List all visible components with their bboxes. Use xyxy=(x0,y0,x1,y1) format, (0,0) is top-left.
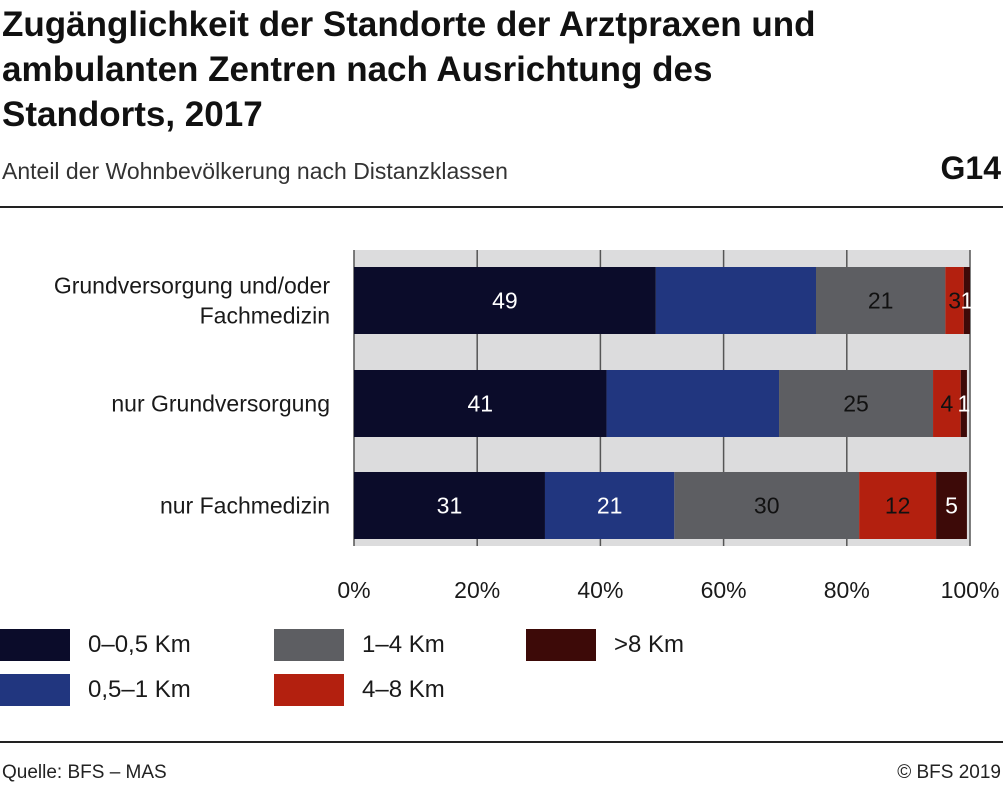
x-tick-label: 0% xyxy=(337,577,370,603)
legend-label: 0,5–1 Km xyxy=(88,676,191,703)
legend-item: 4–8 Km xyxy=(274,673,445,707)
data-label: 3 xyxy=(948,288,961,314)
legend-label: >8 Km xyxy=(614,631,685,658)
bar-segment xyxy=(655,267,816,334)
data-label: 30 xyxy=(754,493,780,519)
copyright-note: © BFS 2019 xyxy=(897,762,1001,783)
x-tick-label: 80% xyxy=(824,577,870,603)
x-tick-label: 40% xyxy=(577,577,623,603)
legend-item: 0,5–1 Km xyxy=(0,673,191,707)
bar-segment xyxy=(674,472,860,539)
legend-label: 4–8 Km xyxy=(362,676,445,703)
data-label: 25 xyxy=(843,391,869,417)
bar-segment xyxy=(933,370,961,437)
bar-segment xyxy=(945,267,964,334)
bar-segment xyxy=(544,472,675,539)
bar-segment xyxy=(779,370,934,437)
bar-segment xyxy=(963,267,970,334)
data-label: 1 xyxy=(957,391,970,417)
data-label: 4 xyxy=(941,391,954,417)
x-tick-label: 20% xyxy=(454,577,500,603)
legend-swatch xyxy=(274,629,344,661)
legend-label: 1–4 Km xyxy=(362,631,445,658)
data-label: 49 xyxy=(492,288,518,314)
bar-segment xyxy=(859,472,937,539)
source-note: Quelle: BFS – MAS xyxy=(2,762,167,783)
top-rule xyxy=(0,206,1003,208)
legend-swatch xyxy=(274,674,344,706)
bar-segment xyxy=(816,267,946,334)
legend-swatch xyxy=(526,629,596,661)
bar-segment xyxy=(606,370,780,437)
data-label: 5 xyxy=(945,493,958,519)
category-label: nur Fachmedizin xyxy=(160,493,330,519)
category-label: Grundversorgung und/oder xyxy=(54,273,331,299)
legend-swatch xyxy=(0,674,70,706)
bar-segment xyxy=(936,472,967,539)
chart-title: Zugänglichkeit der Standorte der Arztpra… xyxy=(2,5,816,134)
chart-subtitle: Anteil der Wohnbevölkerung nach Distanzk… xyxy=(2,158,508,184)
bar-segment xyxy=(354,267,656,334)
legend-item: 1–4 Km xyxy=(274,628,445,662)
legend-item: 0–0,5 Km xyxy=(0,628,191,662)
legend-swatch xyxy=(0,629,70,661)
data-label: 41 xyxy=(467,391,493,417)
category-label: nur Grundversorgung xyxy=(111,391,330,417)
x-tick-label: 60% xyxy=(701,577,747,603)
category-label: Fachmedizin xyxy=(200,303,330,329)
legend-item: >8 Km xyxy=(526,628,684,662)
bar-segment xyxy=(354,370,607,437)
data-label: 12 xyxy=(885,493,911,519)
data-label: 31 xyxy=(437,493,463,519)
bar-segment xyxy=(960,370,967,437)
data-label: 21 xyxy=(597,493,623,519)
bottom-rule xyxy=(0,741,1003,743)
x-tick-label: 100% xyxy=(941,577,1000,603)
legend-label: 0–0,5 Km xyxy=(88,631,191,658)
data-label: 1 xyxy=(961,288,974,314)
data-label: 21 xyxy=(868,288,894,314)
figure-number: G14 xyxy=(940,150,1001,186)
bar-segment xyxy=(354,472,545,539)
